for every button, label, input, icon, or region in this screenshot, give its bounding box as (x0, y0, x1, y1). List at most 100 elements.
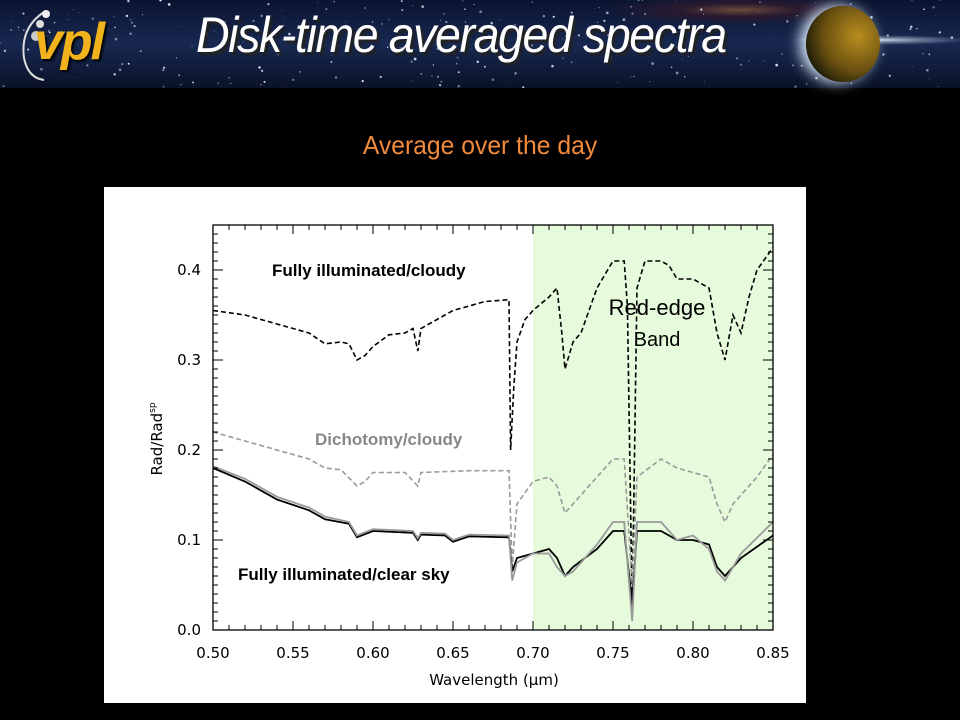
star (205, 33, 208, 36)
star (530, 44, 534, 47)
star (780, 53, 783, 55)
star (941, 40, 943, 41)
star (421, 5, 425, 9)
star (585, 33, 587, 35)
star (114, 26, 116, 29)
star (704, 81, 705, 83)
annotation-dichotomy: Dichotomy/cloudy (315, 430, 463, 449)
star (237, 42, 239, 43)
x-tick-label: 0.80 (676, 644, 709, 662)
star (48, 31, 51, 34)
star (594, 12, 596, 13)
star (911, 0, 913, 1)
star (440, 80, 443, 83)
star (888, 74, 891, 77)
star (630, 5, 632, 8)
star (129, 32, 132, 35)
star (236, 65, 238, 67)
star (785, 20, 789, 23)
y-axis-label-main: Rad/Rad (148, 413, 166, 476)
star (141, 14, 144, 16)
star (316, 2, 318, 3)
star (928, 53, 931, 56)
star (759, 1, 761, 3)
star (922, 52, 924, 55)
star (114, 37, 118, 41)
spectra-chart: 0.50 0.55 0.60 0.65 0.70 0.75 0.80 0.85 0.0 0.1 0.… (104, 187, 806, 703)
star (797, 52, 798, 54)
star (882, 53, 885, 56)
star (167, 3, 171, 6)
star (255, 83, 257, 85)
star (928, 78, 930, 80)
star (705, 41, 709, 45)
star (480, 37, 484, 41)
star (800, 64, 803, 67)
star (224, 20, 226, 23)
star (748, 60, 750, 62)
star (125, 14, 129, 18)
star (91, 17, 94, 20)
star (916, 27, 918, 30)
series-line-0 (212, 247, 774, 611)
star (420, 72, 423, 75)
star (283, 17, 285, 19)
star (162, 85, 165, 88)
star (161, 2, 163, 4)
star (675, 46, 677, 48)
star (400, 0, 403, 2)
star (18, 29, 20, 31)
star (67, 19, 69, 20)
logo-text: vpl (34, 13, 105, 71)
star (118, 68, 122, 72)
star (299, 71, 301, 73)
star (288, 32, 291, 36)
star (120, 62, 124, 66)
star (401, 47, 404, 50)
star (325, 8, 328, 11)
star (217, 82, 219, 84)
star (681, 58, 683, 60)
star (48, 30, 50, 32)
star (371, 21, 374, 23)
star (479, 10, 482, 14)
star (675, 71, 679, 75)
x-tick-label: 0.85 (756, 644, 789, 662)
star (191, 45, 193, 48)
star (413, 57, 417, 61)
star (314, 44, 316, 46)
star (432, 64, 435, 66)
star (514, 23, 517, 26)
star (451, 46, 454, 49)
star (421, 32, 423, 35)
star (133, 25, 136, 28)
star (703, 13, 704, 15)
star (594, 8, 596, 10)
star (644, 12, 647, 15)
star (40, 67, 43, 71)
y-tick-label: 0.1 (177, 531, 201, 549)
star (53, 21, 56, 24)
star (490, 21, 493, 25)
star (17, 26, 20, 29)
series-line-1 (212, 431, 774, 586)
star (178, 26, 180, 28)
star (180, 84, 182, 86)
star (462, 0, 464, 2)
star (425, 44, 426, 45)
star (330, 55, 332, 56)
x-tick-label: 0.70 (516, 644, 549, 662)
star (815, 77, 818, 80)
star (438, 83, 442, 87)
y-tick-label: 0.2 (177, 441, 201, 459)
star (500, 19, 502, 21)
star (849, 3, 852, 6)
vpl-logo-icon (22, 10, 50, 81)
star (192, 81, 195, 84)
star (457, 84, 461, 88)
star (3, 49, 7, 52)
star (805, 83, 808, 85)
star (243, 41, 244, 43)
star (684, 76, 686, 78)
star (292, 78, 295, 81)
